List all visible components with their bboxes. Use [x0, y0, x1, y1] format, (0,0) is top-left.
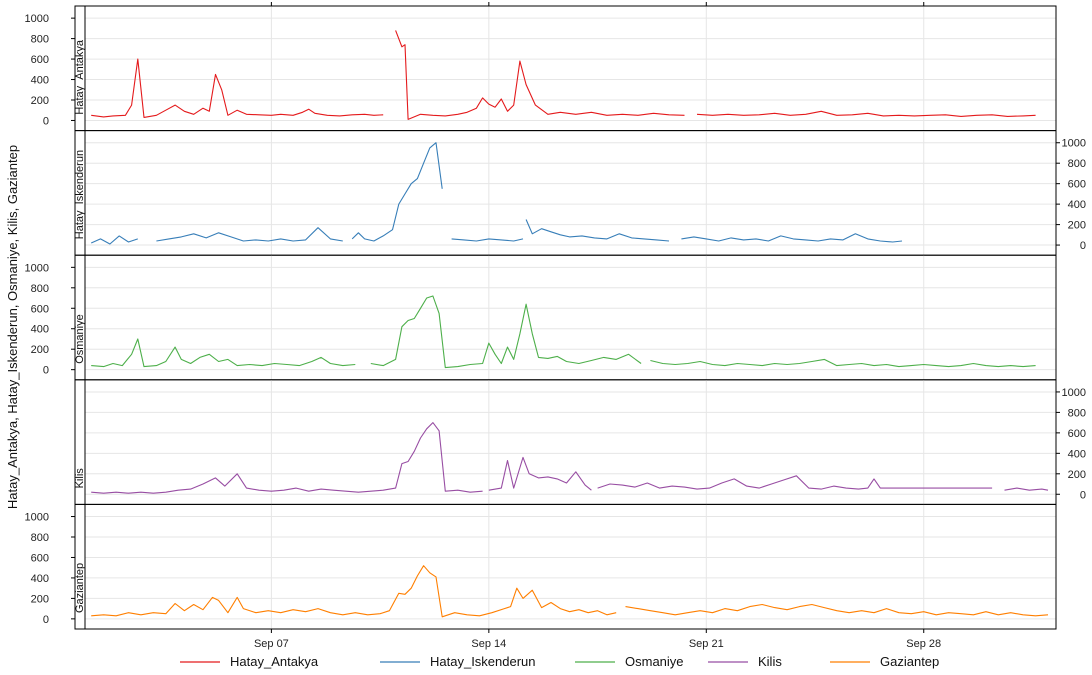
series-line-hatay-antakya-seg-2	[696, 110, 1036, 117]
series-line-kilis-seg-1	[488, 456, 592, 491]
y-tick-label: 600	[31, 303, 49, 315]
panel-hatay-iskenderun: Hatay_Iskenderun	[74, 130, 1057, 256]
y-tick-label: 400	[31, 324, 49, 336]
panel-border	[74, 503, 1057, 630]
legend-label-gaziantep: Gaziantep	[880, 654, 939, 669]
y-tick-label: 1000	[1062, 387, 1086, 399]
y-tick-label: 1000	[1062, 138, 1086, 150]
y-tick-label: 800	[1068, 407, 1086, 419]
y-tick-label: 0	[43, 115, 49, 127]
y-axis-label: Hatay_Antakya, Hatay_Iskenderun, Osmaniy…	[5, 145, 20, 509]
y-tick-label: 800	[31, 283, 49, 295]
y-tick-label: 400	[31, 573, 49, 585]
y-tick-label: 200	[31, 344, 49, 356]
panel-border	[74, 5, 1057, 132]
series-line-hatay-iskenderun-seg-2	[351, 142, 443, 242]
y-tick-label: 200	[1068, 469, 1086, 481]
y-tick-label: 800	[31, 34, 49, 46]
y-tick-label: 0	[43, 365, 49, 377]
y-tick-label: 600	[1068, 179, 1086, 191]
series-line-kilis-seg-0	[91, 422, 483, 494]
series-line-gaziantep-seg-0	[91, 565, 617, 618]
series-line-kilis-seg-2	[597, 475, 993, 490]
strip-label-gaziantep: Gaziantep	[74, 563, 86, 613]
series-line-hatay-iskenderun-seg-4	[525, 219, 670, 242]
y-tick-label: 400	[1068, 448, 1086, 460]
y-tick-label: 0	[1080, 240, 1086, 252]
legend-label-kilis: Kilis	[758, 654, 782, 669]
y-tick-label: 0	[1080, 489, 1086, 501]
x-tick-label: Sep 21	[689, 638, 724, 650]
x-tick-label: Sep 14	[471, 638, 506, 650]
y-tick-label: 1000	[25, 13, 49, 25]
series-line-osmaniye-seg-0	[91, 338, 356, 368]
y-tick-label: 1000	[25, 262, 49, 274]
y-tick-label: 800	[1068, 158, 1086, 170]
series-line-hatay-iskenderun-seg-0	[90, 235, 138, 245]
y-tick-label: 200	[31, 593, 49, 605]
series-line-hatay-iskenderun-seg-3	[451, 238, 524, 242]
x-tick-label: Sep 07	[254, 638, 289, 650]
panel-hatay-antakya: Hatay_Antakya	[74, 5, 1057, 132]
y-tick-label: 400	[1068, 199, 1086, 211]
legend-label-hatay-antakya: Hatay_Antakya	[230, 654, 319, 669]
axis-layer: 0 200 400 600 800 1000 0 200 400 600 800 1000 0 200 40…	[25, 2, 1086, 650]
series-line-gaziantep-seg-1	[625, 603, 1049, 617]
y-tick-label: 200	[1068, 220, 1086, 232]
legend: Hatay_Antakya Hatay_Iskenderun Osmaniye Kil…	[180, 654, 939, 669]
y-tick-label: 600	[1068, 428, 1086, 440]
y-tick-label: 600	[31, 54, 49, 66]
y-tick-label: 1000	[25, 512, 49, 524]
strip-label-osmaniye: Osmaniye	[74, 314, 86, 364]
panel-gaziantep: Gaziantep	[74, 503, 1057, 630]
strip-label-hatay-antakya: Hatay_Antakya	[74, 39, 86, 114]
panel-kilis: Kilis	[74, 379, 1057, 505]
y-tick-label: 0	[43, 614, 49, 626]
x-tick-label: Sep 28	[906, 638, 941, 650]
legend-label-osmaniye: Osmaniye	[625, 654, 684, 669]
strip-label-hatay-iskenderun: Hatay_Iskenderun	[74, 150, 86, 239]
panels-layer: Hatay_Antakya Hatay_Iskenderun Osmaniye Kil…	[74, 5, 1057, 630]
legend-label-hatay-iskenderun: Hatay_Iskenderun	[430, 654, 536, 669]
series-line-hatay-antakya-seg-1	[395, 30, 685, 120]
series-line-osmaniye-seg-2	[650, 358, 1036, 368]
series-line-kilis-seg-3	[1004, 487, 1049, 491]
y-tick-label: 800	[31, 532, 49, 544]
series-line-hatay-iskenderun-seg-5	[681, 233, 903, 243]
panel-osmaniye: Osmaniye	[74, 254, 1057, 381]
strip-label-kilis: Kilis	[74, 468, 86, 489]
series-line-hatay-iskenderun-seg-1	[156, 227, 343, 242]
y-tick-label: 400	[31, 75, 49, 87]
series-line-hatay-antakya-seg-0	[91, 58, 384, 118]
panel-border	[74, 379, 1057, 505]
series-line-osmaniye-seg-1	[370, 295, 642, 369]
y-tick-label: 600	[31, 552, 49, 564]
y-tick-label: 200	[31, 95, 49, 107]
